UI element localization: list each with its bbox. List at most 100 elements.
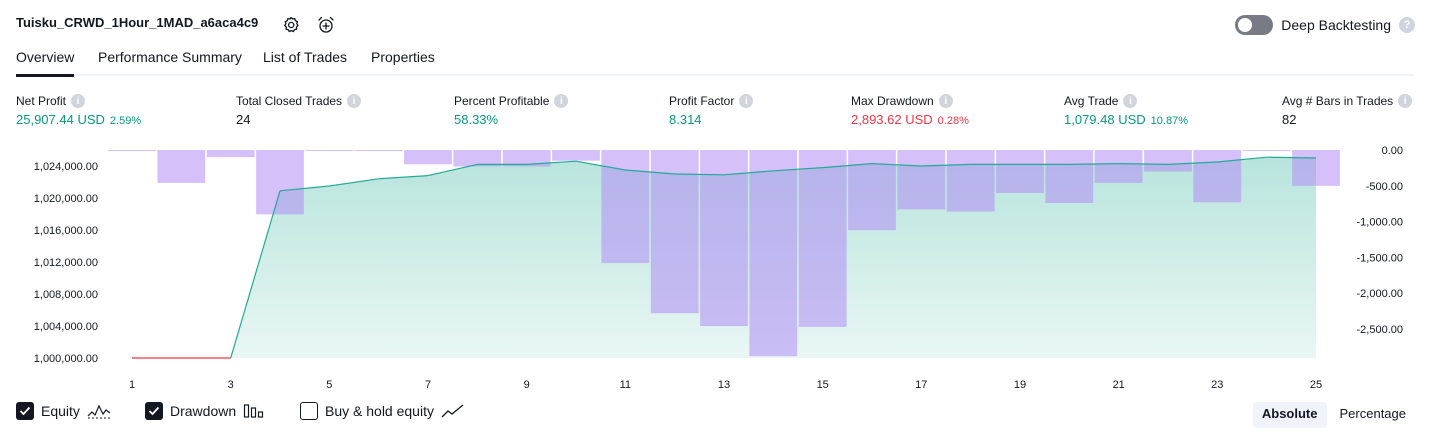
equity-checkbox[interactable] (16, 402, 34, 420)
right-axis: 0.00 -500.00 -1,000.00 -1,500.00 -2,000.00 -2… (1357, 145, 1403, 336)
drawdown-bar (650, 150, 699, 314)
strategy-header: Tuisku_CRWD_1Hour_1MAD_a6aca4c9 Deep Bac… (16, 10, 1415, 40)
stat-value: 58.33% (454, 112, 499, 127)
stat-label: Max Drawdown (851, 94, 934, 108)
equity-line-segment (427, 163, 478, 177)
legend-label: Drawdown (170, 403, 237, 419)
stat-percent: 2.59% (109, 115, 142, 127)
equity-wave-icon (87, 404, 111, 419)
drawdown-bar (157, 150, 206, 183)
deep-backtesting-control: Deep Backtesting ? (1235, 12, 1415, 38)
drawdown-bar (256, 150, 304, 215)
tab-list-of-trades[interactable]: List of Trades (263, 49, 348, 65)
equity-line-segment (526, 160, 577, 165)
drawdown-bar-layer (108, 150, 1340, 357)
drawdown-bar (305, 150, 354, 151)
x-tick-label: 19 (1014, 379, 1026, 391)
stat-label: Profit Factor (669, 94, 735, 108)
equity-line-segment (1118, 163, 1169, 165)
equity-line-segment (279, 185, 330, 192)
stat-net-profit: Net Profit i 25,907.44 USD 2.59% (16, 92, 141, 127)
legend-label: Equity (41, 403, 80, 419)
help-icon[interactable]: ? (1399, 17, 1415, 33)
y-left-tick-label: 1,000,000.00 (34, 353, 98, 365)
stat-value: 2,893.62 USD (851, 112, 933, 127)
drawdown-bar (453, 150, 502, 167)
drawdown-bar (946, 150, 995, 212)
legend-buy-hold-toggle[interactable]: Buy & hold equity (300, 402, 465, 420)
alarm-clock-plus-icon (318, 16, 334, 33)
stat-profit-factor: Profit Factor i 8.314 (669, 92, 754, 127)
stat-max-drawdown: Max Drawdown i 2,893.62 USD 0.28% (851, 92, 969, 127)
stat-label: Net Profit (16, 94, 67, 108)
stat-avg-trade: Avg Trade i 1,079.48 USD 10.87% (1064, 92, 1188, 127)
equity-line-segment (674, 173, 725, 176)
tab-performance-summary[interactable]: Performance Summary (98, 49, 242, 65)
stat-avg-bars-in-trades: Avg # Bars in Trades i 82 (1282, 92, 1413, 127)
x-tick-label: 11 (620, 379, 631, 391)
absolute-mode-button[interactable]: Absolute (1252, 402, 1327, 428)
drawdown-bar (502, 150, 551, 167)
settings-button[interactable] (280, 14, 302, 36)
info-icon[interactable]: i (554, 94, 569, 108)
stat-value: 82 (1282, 112, 1297, 127)
tab-properties[interactable]: Properties (371, 49, 435, 65)
percentage-mode-button[interactable]: Percentage (1339, 406, 1407, 421)
x-tick-label: 3 (228, 379, 234, 391)
drawdown-bar (1094, 150, 1143, 183)
y-right-tick-label: -2,500.00 (1357, 324, 1403, 336)
equity-line-segment (230, 190, 281, 359)
report-tabs: Overview Performance Summary List of Tra… (16, 44, 1415, 77)
x-tick-label: 23 (1211, 379, 1223, 391)
y-left-tick-label: 1,016,000.00 (34, 225, 98, 237)
drawdown-bar (206, 150, 255, 158)
drawdown-bar (1292, 150, 1340, 186)
stat-label: Avg Trade (1064, 94, 1119, 108)
y-left-tick-label: 1,020,000.00 (34, 193, 98, 205)
info-icon[interactable]: i (1398, 94, 1413, 108)
x-tick-label: 13 (718, 379, 730, 391)
stat-percent-profitable: Percent Profitable i 58.33% (454, 92, 569, 127)
x-tick-label: 25 (1310, 379, 1322, 391)
stat-percent: 0.28% (937, 115, 969, 127)
deep-backtesting-toggle[interactable] (1235, 15, 1274, 35)
legend-label: Buy & hold equity (325, 403, 434, 419)
tab-overview[interactable]: Overview (16, 49, 75, 77)
equity-line-segment (1217, 156, 1267, 163)
legend-drawdown-toggle[interactable]: Drawdown (145, 402, 265, 420)
equity-line-segment (575, 160, 626, 171)
equity-line-segment (1167, 161, 1218, 165)
x-tick-label: 17 (915, 379, 927, 391)
equity-line-layer (132, 156, 1317, 359)
buy-hold-checkbox[interactable] (300, 402, 318, 420)
drawdown-bar (404, 150, 452, 165)
info-icon[interactable]: i (938, 94, 953, 108)
stat-label: Percent Profitable (454, 94, 550, 108)
y-left-tick-label: 1,024,000.00 (34, 161, 98, 173)
legend-equity-toggle[interactable]: Equity (16, 402, 111, 420)
equity-line-segment (921, 163, 971, 167)
drawdown-bar (552, 150, 600, 161)
drawdown-bars-icon (244, 404, 264, 418)
stat-label: Total Closed Trades (236, 94, 343, 108)
equity-line-segment (378, 175, 429, 180)
info-icon[interactable]: i (1123, 94, 1138, 108)
drawdown-bar (601, 150, 650, 264)
info-icon[interactable]: i (347, 94, 362, 108)
toggle-knob (1238, 18, 1253, 32)
drawdown-checkbox[interactable] (145, 402, 163, 420)
x-axis: 1 3 5 7 9 11 13 15 17 19 21 23 25 (129, 379, 1322, 391)
value-mode-switch: Absolute Percentage (1252, 402, 1415, 428)
drawdown-bar (354, 150, 403, 151)
equity-line-segment (1266, 156, 1317, 159)
stat-label: Avg # Bars in Trades (1282, 94, 1394, 108)
info-icon[interactable]: i (71, 94, 86, 108)
equity-line-segment (625, 169, 675, 175)
x-tick-label: 15 (817, 379, 829, 391)
x-tick-label: 7 (425, 379, 431, 391)
add-alert-button[interactable] (315, 14, 337, 36)
equity-line-segment (1069, 163, 1119, 165)
y-left-tick-label: 1,004,000.00 (34, 321, 98, 333)
x-tick-label: 5 (326, 379, 332, 391)
info-icon[interactable]: i (739, 94, 754, 108)
